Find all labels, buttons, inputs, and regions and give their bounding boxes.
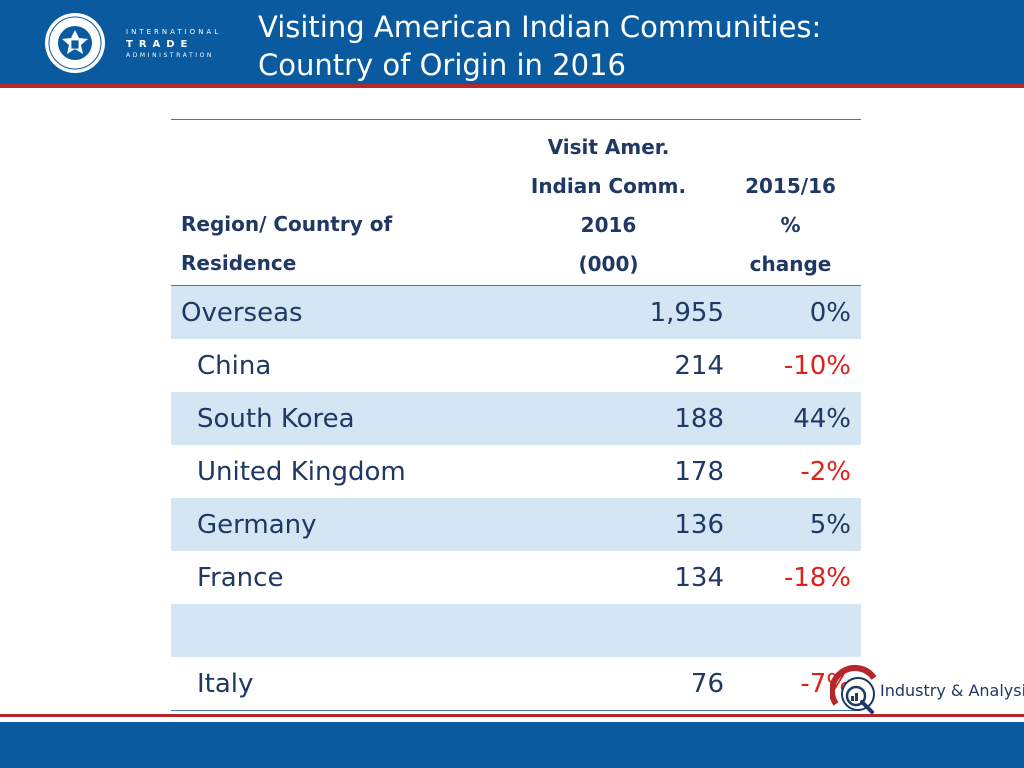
header-visits-line1: Visit Amer. [547, 135, 670, 159]
row-value: 188 [674, 403, 724, 434]
row-change: -18% [783, 562, 851, 593]
industry-analysis-brand: Industry & Analysis [878, 681, 1024, 700]
table-bottom-rule [171, 710, 861, 711]
header-bar [0, 0, 1024, 86]
header-region-line1: Region/ Country of [181, 212, 393, 236]
header-change-line3: change [749, 252, 832, 276]
row-value: 214 [674, 350, 724, 381]
table-row: South Korea 188 44% [171, 392, 861, 445]
footer-red-rule [0, 714, 1024, 717]
row-value: 76 [690, 668, 724, 699]
row-name: Italy [197, 668, 254, 699]
page-title-line1: Visiting American Indian Communities: [258, 10, 822, 44]
ita-line-administration: ADMINISTRATION [126, 52, 215, 59]
table-top-rule [171, 119, 861, 120]
row-name: France [197, 562, 284, 593]
header-change: 2015/16 % change [723, 167, 858, 284]
table-row: Italy 76 -7% [171, 657, 861, 710]
row-change: 0% [809, 297, 851, 328]
row-name: Overseas [181, 297, 303, 328]
table-row: United Kingdom 178 -2% [171, 445, 861, 498]
footer-bar [0, 722, 1024, 768]
row-change: -2% [800, 456, 851, 487]
header-change-line2: % [780, 213, 801, 237]
row-change: 44% [793, 403, 851, 434]
industry-analysis-logo-icon [830, 664, 877, 714]
row-value: 178 [674, 456, 724, 487]
row-name: United Kingdom [197, 456, 406, 487]
header-red-rule [0, 84, 1024, 88]
page-title-line2: Country of Origin in 2016 [258, 48, 626, 82]
page-title: Visiting American Indian Communities: Co… [258, 8, 821, 84]
row-change: -10% [783, 350, 851, 381]
table-row-empty [171, 604, 861, 657]
row-name: South Korea [197, 403, 355, 434]
row-name: China [197, 350, 272, 381]
table-row: Germany 136 5% [171, 498, 861, 551]
ita-line-trade: TRADE [126, 39, 194, 50]
header-visits: Visit Amer. Indian Comm. 2016 (000) [496, 128, 721, 284]
row-name: Germany [197, 509, 317, 540]
table-row: Overseas 1,955 0% [171, 286, 861, 339]
ita-wordmark: INTERNATIONAL TRADE ADMINISTRATION [126, 28, 221, 60]
header-visits-line2: Indian Comm. [530, 174, 687, 198]
table-header: Region/ Country of Residence Visit Amer.… [171, 120, 861, 286]
header-visits-line3: 2016 [580, 213, 637, 237]
header-region-line2: Residence [181, 251, 297, 275]
header-region: Region/ Country of Residence [181, 205, 481, 283]
row-change: 5% [809, 509, 851, 540]
header-visits-line4: (000) [578, 252, 639, 276]
row-value: 1,955 [649, 297, 724, 328]
header-change-line1: 2015/16 [745, 174, 836, 198]
ita-line-international: INTERNATIONAL [126, 28, 222, 36]
table-row: China 214 -10% [171, 339, 861, 392]
table-row: France 134 -18% [171, 551, 861, 604]
row-value: 134 [674, 562, 724, 593]
row-value: 136 [674, 509, 724, 540]
visitor-table: Region/ Country of Residence Visit Amer.… [171, 119, 861, 711]
commerce-seal-icon [45, 13, 105, 73]
